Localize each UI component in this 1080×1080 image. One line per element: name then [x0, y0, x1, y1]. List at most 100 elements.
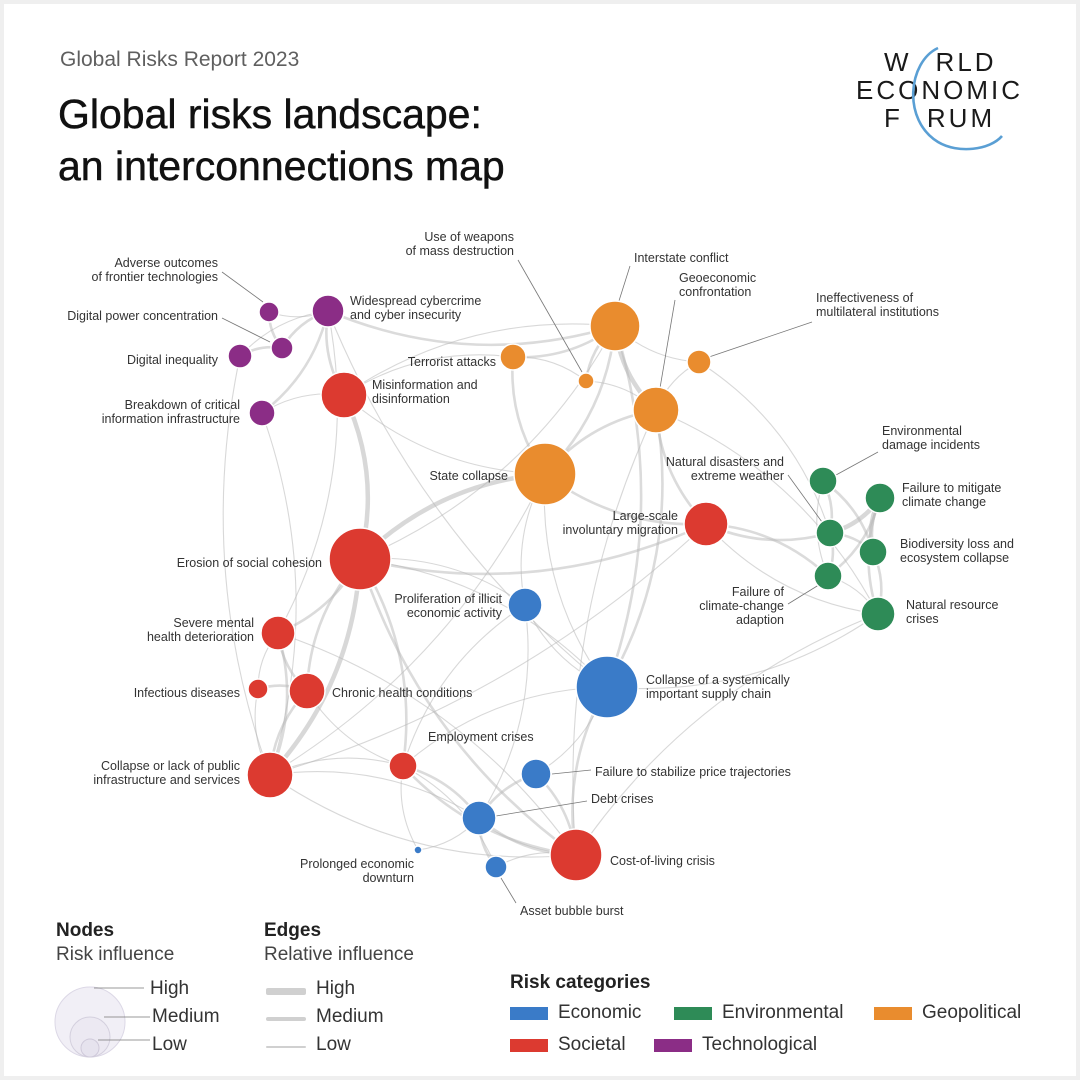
node-infectious-diseases[interactable] [247, 678, 269, 700]
node-illicit-activity[interactable] [507, 587, 543, 623]
logo-text-economic: ECONOMIC [856, 75, 1023, 105]
edge-natural-resource-to-supply-chain [606, 613, 879, 690]
node-mental-health[interactable] [260, 615, 296, 651]
node-label-asset-bubble: Asset bubble burst [520, 904, 624, 918]
node-breakdown-infrastructure[interactable] [248, 399, 276, 427]
node-migration[interactable] [683, 501, 729, 547]
edge-social-cohesion-to-supply-chain [359, 558, 608, 688]
node-label-line: disinformation [372, 392, 450, 406]
node-label-line: of mass destruction [406, 244, 514, 258]
node-digital-power[interactable] [270, 336, 294, 360]
node-debt-crises[interactable] [461, 800, 497, 836]
node-label-line: Natural resource [906, 598, 998, 612]
node-price-trajectories[interactable] [520, 758, 552, 790]
node-label-price-trajectories: Failure to stabilize price trajectories [595, 765, 791, 779]
legend-node-high-label: High [150, 978, 190, 999]
node-label-mental-health: Severe mental health deterioration [147, 616, 254, 644]
node-label-line: Natural disasters and [666, 455, 784, 469]
node-misinformation[interactable] [320, 371, 368, 419]
node-label-line: climate-change [699, 599, 784, 613]
node-label-line: Digital inequality [127, 353, 219, 367]
node-social-cohesion[interactable] [328, 527, 392, 591]
legend-edge-high-label: High [316, 978, 356, 999]
legend-environmental-label: Environmental [722, 1002, 844, 1023]
node-label-env-damage: Environmental damage incidents [882, 424, 980, 452]
node-wmd[interactable] [577, 372, 595, 390]
node-state-collapse[interactable] [513, 442, 577, 506]
page-title-line-2: an interconnections map [58, 143, 505, 190]
leader-line-env-damage [835, 451, 879, 476]
node-natural-disasters[interactable] [815, 518, 845, 548]
report-subtitle: Global Risks Report 2023 [60, 48, 300, 71]
legend-categories-heading: Risk categories [510, 972, 651, 993]
node-label-supply-chain: Collapse of a systemically important supp… [646, 673, 791, 701]
node-label-line: extreme weather [691, 469, 784, 483]
node-employment[interactable] [388, 751, 418, 781]
node-label-line: Use of weapons [424, 230, 514, 244]
node-natural-resource[interactable] [860, 596, 896, 632]
node-env-damage[interactable] [808, 466, 838, 496]
edge-employment-to-asset-bubble [402, 765, 497, 868]
leader-line-digital-power [221, 317, 271, 343]
node-chronic-health[interactable] [288, 672, 326, 710]
edge-geoeconomic-to-natural-resource [655, 409, 879, 615]
legend-edge-medium-swatch [266, 1017, 306, 1021]
legend-environmental-swatch [674, 1007, 712, 1020]
node-supply-chain[interactable] [575, 655, 639, 719]
node-label-line: Debt crises [591, 792, 654, 806]
node-label-line: State collapse [429, 469, 508, 483]
node-label-line: Cost-of-living crisis [610, 854, 715, 868]
edge-geoeconomic-to-cost-of-living [572, 409, 657, 856]
node-label-digital-inequality: Digital inequality [127, 353, 219, 367]
node-label-line: Severe mental [173, 616, 254, 630]
node-adverse-outcomes[interactable] [258, 301, 280, 323]
leader-line-geoeconomic [659, 299, 676, 389]
node-label-line: and cyber insecurity [350, 308, 462, 322]
legend-societal-label: Societal [558, 1034, 626, 1055]
node-asset-bubble[interactable] [484, 855, 508, 879]
node-label-climate-mitigation: Failure to mitigate climate change [902, 481, 1001, 509]
legend-edge-high-swatch [266, 988, 306, 995]
edge-illicit-activity-to-debt-crises [478, 604, 529, 819]
node-interstate-conflict[interactable] [589, 300, 641, 352]
node-label-line: ecosystem collapse [900, 551, 1009, 565]
node-public-infrastructure[interactable] [246, 751, 294, 799]
node-label-line: Adverse outcomes [114, 256, 218, 270]
node-multilateral[interactable] [686, 349, 712, 375]
edge-cost-of-living-to-public-infrastructure [269, 774, 577, 858]
legend-edges-heading: Edges [264, 920, 322, 941]
node-label-line: Misinformation and [372, 378, 478, 392]
edge-interstate-conflict-to-misinformation [343, 323, 616, 396]
legend-nodes-subheading: Risk influence [56, 944, 175, 965]
node-digital-inequality[interactable] [227, 343, 253, 369]
node-label-migration: Large-scale involuntary migration [563, 509, 678, 537]
edge-social-cohesion-to-public-infrastructure [267, 556, 363, 778]
node-label-climate-adaption: Failure of climate-change adaption [699, 585, 784, 627]
node-label-employment: Employment crises [428, 730, 534, 744]
edge-illicit-activity-to-employment [402, 604, 526, 767]
node-cost-of-living[interactable] [549, 828, 603, 882]
edge-digital-inequality-to-public-infrastructure [222, 355, 271, 776]
edge-interstate-conflict-to-cybercrime [326, 309, 617, 347]
node-label-biodiversity: Biodiversity loss and ecosystem collapse [900, 537, 1014, 565]
node-label-line: Failure to stabilize price trajectories [595, 765, 791, 779]
node-label-line: important supply chain [646, 687, 771, 701]
node-label-infectious-diseases: Infectious diseases [134, 686, 240, 700]
page-title: Global risks landscape: an interconnecti… [58, 88, 505, 192]
node-cybercrime[interactable] [311, 294, 345, 328]
node-label-line: economic activity [407, 606, 503, 620]
node-climate-mitigation[interactable] [864, 482, 896, 514]
node-label-line: Breakdown of critical [125, 398, 240, 412]
node-label-line: Chronic health conditions [332, 686, 472, 700]
node-biodiversity[interactable] [858, 537, 888, 567]
node-label-terrorist-attacks: Terrorist attacks [408, 355, 496, 369]
node-label-chronic-health: Chronic health conditions [332, 686, 472, 700]
node-climate-adaption[interactable] [813, 561, 843, 591]
node-label-line: Geoeconomic [679, 271, 756, 285]
node-label-public-infrastructure: Collapse or lack of public infrastructure… [93, 759, 240, 787]
node-label-breakdown-infrastructure: Breakdown of critical information infrast… [102, 398, 240, 426]
node-geoeconomic[interactable] [632, 386, 680, 434]
node-economic-downturn[interactable] [413, 845, 423, 855]
node-terrorist-attacks[interactable] [499, 343, 527, 371]
